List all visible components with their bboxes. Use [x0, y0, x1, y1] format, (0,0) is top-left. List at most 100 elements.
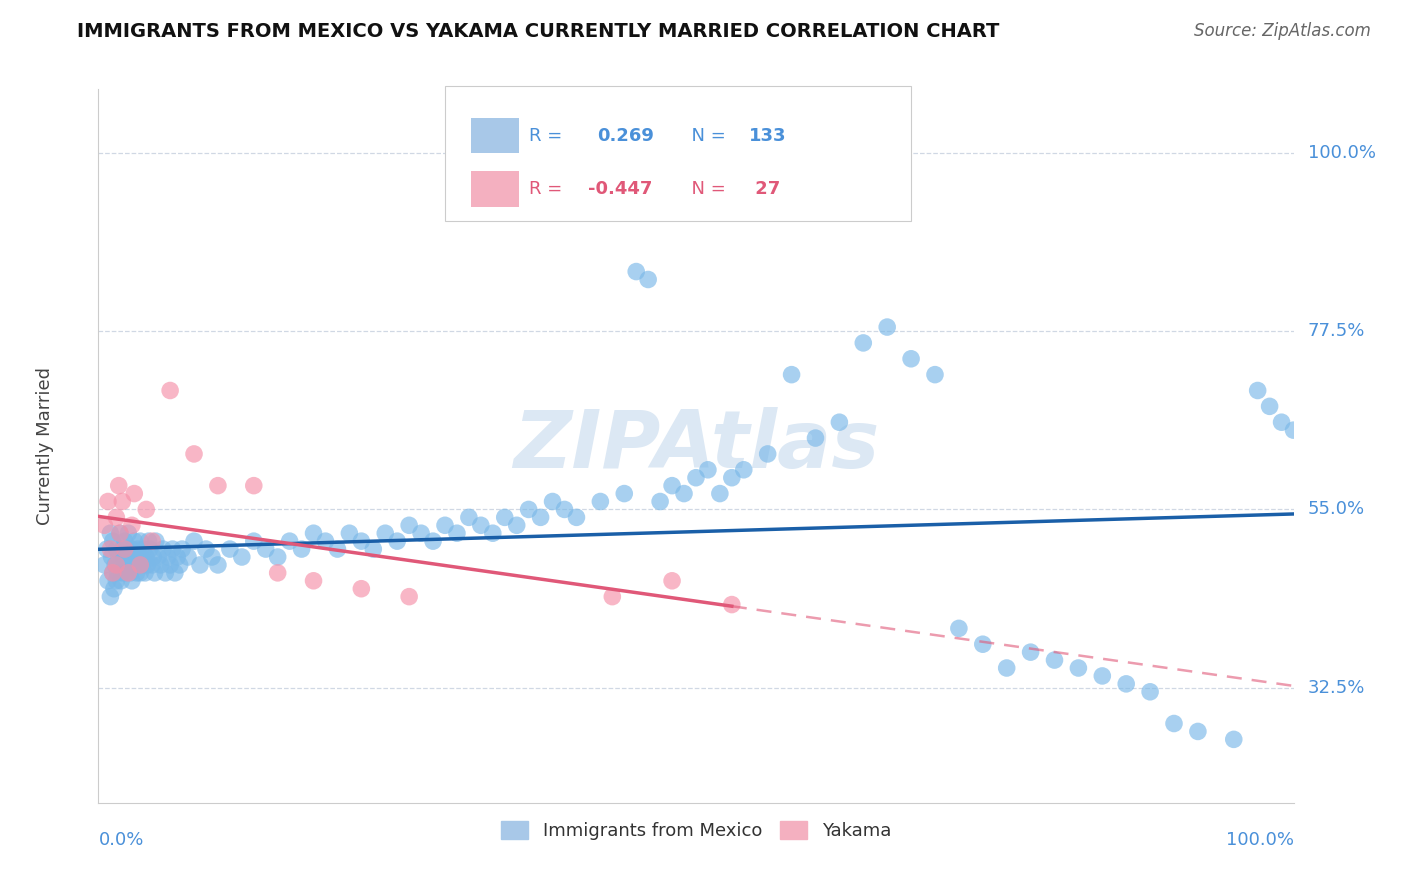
Point: [98, 590, 122, 604]
Point: [267, 566, 290, 580]
Point: [721, 598, 744, 612]
Point: [517, 502, 540, 516]
Point: [972, 637, 994, 651]
Text: 133: 133: [748, 127, 786, 145]
Point: [852, 335, 875, 350]
Point: [481, 526, 505, 541]
Point: [135, 549, 157, 564]
Point: [661, 574, 683, 588]
Point: [156, 549, 179, 564]
Point: [1139, 685, 1161, 699]
Point: [97, 494, 120, 508]
Point: [1115, 677, 1137, 691]
Point: [291, 542, 314, 557]
Point: [107, 478, 129, 492]
Text: 0.0%: 0.0%: [98, 831, 143, 849]
Point: [124, 534, 146, 549]
Point: [139, 542, 162, 557]
Point: [350, 534, 373, 549]
Point: [129, 558, 152, 572]
Point: [804, 431, 827, 445]
Point: [243, 534, 266, 549]
Point: [162, 542, 184, 557]
Point: [135, 502, 157, 516]
Point: [117, 526, 139, 541]
Point: [155, 566, 177, 580]
Point: [159, 384, 181, 398]
Text: Currently Married: Currently Married: [35, 367, 53, 525]
Text: 32.5%: 32.5%: [1308, 679, 1365, 697]
Point: [115, 566, 138, 580]
Point: [132, 542, 155, 557]
Point: [107, 566, 129, 580]
Point: [97, 574, 120, 588]
Point: [780, 368, 803, 382]
Point: [924, 368, 946, 382]
Point: [112, 549, 135, 564]
Point: [96, 542, 118, 557]
Point: [183, 447, 205, 461]
Point: [1163, 716, 1185, 731]
Point: [302, 574, 325, 588]
Point: [129, 566, 152, 580]
Point: [398, 518, 420, 533]
Point: [172, 542, 194, 557]
Text: 100.0%: 100.0%: [1226, 831, 1294, 849]
Text: 27: 27: [748, 180, 780, 198]
Point: [169, 558, 191, 572]
Point: [148, 549, 170, 564]
Point: [118, 549, 141, 564]
Point: [697, 463, 720, 477]
Point: [101, 566, 124, 580]
Point: [530, 510, 553, 524]
Point: [385, 534, 409, 549]
Point: [541, 494, 564, 508]
Point: [1282, 423, 1305, 437]
Point: [163, 566, 186, 580]
Point: [363, 542, 385, 557]
Point: [661, 478, 683, 492]
Point: [103, 582, 125, 596]
Point: [673, 486, 696, 500]
Point: [207, 558, 229, 572]
Text: 77.5%: 77.5%: [1308, 322, 1365, 340]
Point: [145, 534, 167, 549]
Point: [166, 549, 188, 564]
Point: [207, 478, 229, 492]
Point: [141, 534, 163, 549]
Point: [554, 502, 576, 516]
Legend: Immigrants from Mexico, Yakama: Immigrants from Mexico, Yakama: [494, 814, 898, 847]
Point: [1019, 645, 1042, 659]
Point: [101, 534, 124, 549]
Point: [124, 486, 146, 500]
Point: [108, 526, 131, 541]
Point: [188, 558, 211, 572]
Point: [121, 542, 143, 557]
Point: [900, 351, 922, 366]
Point: [876, 320, 898, 334]
Point: [107, 549, 129, 564]
Text: R =: R =: [529, 127, 574, 145]
Point: [131, 549, 153, 564]
Point: [138, 534, 160, 549]
Point: [114, 542, 136, 557]
Point: [219, 542, 242, 557]
Text: N =: N =: [681, 180, 733, 198]
Point: [1223, 732, 1246, 747]
Point: [114, 534, 136, 549]
Point: [326, 542, 349, 557]
Point: [602, 590, 624, 604]
Point: [422, 534, 444, 549]
Text: ZIPAtlas: ZIPAtlas: [513, 407, 879, 485]
Point: [159, 558, 181, 572]
Point: [117, 566, 139, 580]
Point: [131, 558, 153, 572]
Point: [709, 486, 731, 500]
Point: [114, 558, 136, 572]
Point: [613, 486, 636, 500]
Point: [458, 510, 481, 524]
Text: IMMIGRANTS FROM MEXICO VS YAKAMA CURRENTLY MARRIED CORRELATION CHART: IMMIGRANTS FROM MEXICO VS YAKAMA CURRENT…: [77, 22, 1000, 41]
Point: [115, 542, 138, 557]
Text: N =: N =: [681, 127, 733, 145]
Point: [201, 549, 224, 564]
